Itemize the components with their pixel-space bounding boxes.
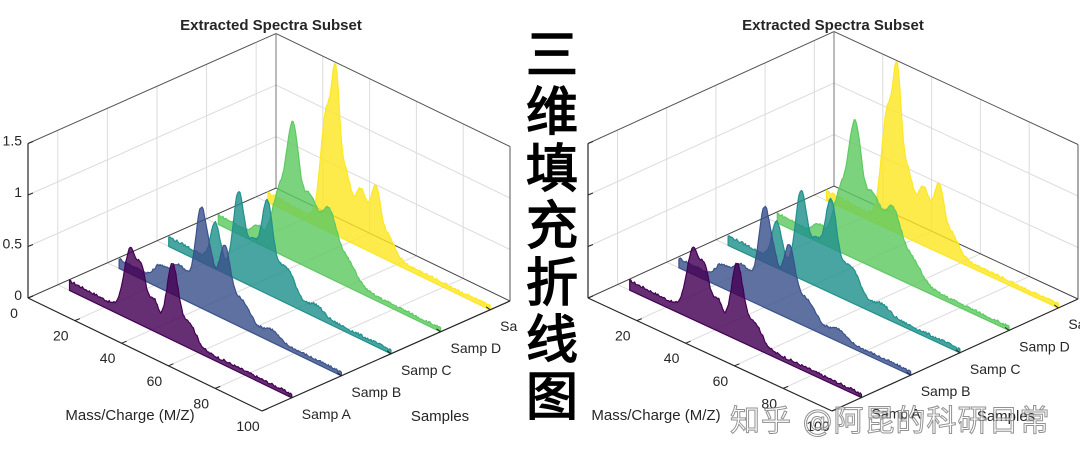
y-tick	[1004, 326, 1010, 331]
banner-char: 填	[525, 140, 578, 200]
grid-line	[168, 255, 417, 367]
y-tick-label: Samp B	[921, 383, 971, 399]
grid-line	[734, 253, 981, 367]
y-axis-label: Samples	[411, 408, 469, 425]
y-tick-label: Samp D	[1019, 338, 1070, 354]
y-tick-label: Samp C	[401, 362, 452, 378]
center-banner-title: 三 维 填 充 折 线 图	[522, 28, 582, 427]
spectrum-area-samp-b	[118, 206, 342, 377]
z-tick	[587, 141, 594, 144]
x-axis-line	[27, 297, 263, 412]
grid-line	[214, 277, 464, 389]
z-tick	[587, 244, 594, 247]
banner-char: 折	[525, 254, 578, 314]
y-tick	[485, 306, 491, 311]
x-tick	[168, 363, 174, 367]
x-tick-label: 80	[761, 395, 777, 411]
z-tick	[27, 141, 34, 144]
y-tick-label: Sa	[1068, 316, 1080, 332]
x-tick	[734, 363, 740, 367]
y-tick	[436, 328, 441, 333]
grid-line	[587, 82, 1079, 197]
x-tick	[636, 318, 642, 322]
x-tick	[215, 385, 221, 389]
y-tick	[906, 371, 912, 376]
y-axis-line	[831, 298, 1079, 412]
x-tick-label: 40	[664, 350, 680, 366]
y-tick	[857, 394, 862, 398]
y-tick-label: Sa	[500, 318, 517, 334]
y-tick	[1054, 304, 1059, 309]
banner-char: 充	[525, 197, 578, 257]
x-tick-label: 20	[615, 328, 631, 344]
x-tick-label: 20	[53, 328, 69, 344]
box-floor-edge	[27, 187, 511, 302]
y-tick-label: Samp C	[970, 361, 1021, 377]
spectrum-area-samp-b	[678, 205, 912, 376]
spectrum-area-samp-a	[629, 246, 863, 399]
x-tick	[121, 340, 127, 344]
y-tick-label: Samp B	[351, 384, 401, 400]
z-tick	[587, 295, 594, 299]
x-axis-label: Mass/Charge (M/Z)	[65, 407, 194, 424]
banner-char: 线	[525, 311, 578, 371]
z-tick-label: 0.5	[3, 236, 23, 252]
z-tick-label: 1	[14, 184, 22, 200]
watermark: 知乎 @阿昆的科研日常	[730, 404, 1051, 440]
z-tick	[27, 295, 34, 299]
z-tick-label: 1.5	[3, 133, 23, 149]
x-tick	[261, 408, 268, 412]
x-tick-label: 100	[806, 418, 830, 434]
z-tick	[587, 192, 594, 196]
box-floor-edge	[587, 185, 1079, 300]
x-tick	[783, 385, 789, 389]
chart-title: Extracted Spectra Subset	[742, 17, 924, 34]
right-waterfall-chart: Extracted Spectra Subset 20 40 60 80 100 Samp …	[587, 17, 1080, 434]
x-tick-label: 60	[147, 373, 163, 389]
x-tick	[685, 340, 691, 344]
z-tick	[27, 244, 34, 247]
y-tick	[386, 350, 392, 355]
y-tick	[955, 349, 961, 354]
y-tick-label: Samp A	[872, 406, 922, 422]
x-tick-label: 80	[193, 395, 209, 411]
chart-title: Extracted Spectra Subset	[180, 17, 362, 34]
x-tick	[74, 318, 80, 322]
grid-line	[27, 84, 511, 199]
spectrum-area-samp-d	[217, 120, 442, 333]
box-top-edge	[27, 32, 511, 147]
y-tick	[337, 372, 342, 377]
y-axis-label: Samples	[977, 408, 1035, 425]
banner-char: 图	[525, 368, 578, 428]
z-tick	[27, 192, 34, 196]
x-tick-label: 40	[100, 350, 116, 366]
spectrum-area-samp-a	[68, 246, 293, 399]
banner-char: 三	[525, 26, 578, 86]
x-tick-label: 100	[236, 418, 260, 434]
x-tick-label: 0	[10, 305, 18, 321]
x-axis-line	[587, 297, 833, 412]
x-tick-label: 60	[713, 373, 729, 389]
z-tick-label: 0	[14, 287, 22, 303]
y-tick-label: Samp D	[451, 340, 502, 356]
y-tick-label: Samp A	[302, 406, 352, 422]
grid-line	[782, 275, 1030, 389]
y-tick	[287, 394, 293, 399]
y-axis-line	[261, 300, 511, 412]
box-top-edge	[587, 30, 1079, 145]
banner-char: 维	[525, 83, 578, 143]
spectrum-area-samp-d	[776, 119, 1010, 331]
x-tick	[831, 408, 838, 412]
left-waterfall-chart: Extracted Spectra Subset 0 20 40 60 80 100 Samp…	[3, 17, 518, 434]
x-axis-label: Mass/Charge (M/Z)	[591, 407, 720, 424]
